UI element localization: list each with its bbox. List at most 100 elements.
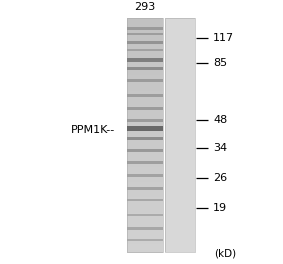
Bar (127, 87, 163, 89)
Bar (127, 34, 163, 36)
Bar (127, 185, 163, 187)
Bar (127, 213, 163, 215)
Bar (127, 161, 163, 163)
Bar (127, 177, 163, 179)
Bar (127, 45, 163, 46)
Bar (127, 74, 163, 76)
Bar (127, 178, 163, 180)
Bar (127, 52, 163, 54)
Bar (127, 243, 163, 244)
Bar (127, 98, 163, 99)
Bar (127, 173, 163, 177)
Bar (127, 197, 163, 199)
Bar (127, 110, 163, 112)
Bar (127, 148, 163, 152)
Bar (127, 164, 163, 166)
Text: 48: 48 (213, 115, 227, 125)
Bar (127, 29, 163, 30)
Bar (127, 205, 163, 207)
Bar (127, 79, 163, 81)
Bar (127, 108, 163, 110)
Bar (127, 248, 163, 250)
Bar (127, 237, 163, 238)
Bar (127, 37, 163, 38)
Bar (127, 44, 163, 45)
Bar (127, 119, 163, 121)
Bar (127, 189, 163, 191)
Bar (127, 33, 163, 35)
Bar (127, 18, 163, 252)
Bar (127, 199, 163, 201)
Text: 85: 85 (213, 58, 227, 68)
Text: 293: 293 (134, 2, 156, 12)
Bar (127, 27, 163, 29)
Bar (127, 227, 163, 229)
Bar (127, 186, 163, 190)
Bar (127, 157, 163, 159)
Bar (127, 80, 163, 82)
Bar (127, 65, 163, 67)
Bar (127, 26, 163, 30)
Bar (127, 154, 163, 155)
Bar (127, 251, 163, 252)
Bar (127, 216, 163, 217)
Bar (127, 226, 163, 228)
Bar (127, 141, 163, 143)
Bar (127, 150, 163, 152)
Bar (127, 92, 163, 93)
Bar (127, 83, 163, 85)
Bar (127, 250, 163, 251)
Bar (127, 89, 163, 91)
Bar (127, 225, 163, 227)
Bar (127, 196, 163, 197)
Bar (127, 77, 163, 78)
Bar (127, 159, 163, 161)
Bar (127, 245, 163, 247)
Bar (127, 234, 163, 236)
Bar (127, 58, 163, 59)
Bar (127, 175, 163, 176)
Bar (127, 162, 163, 164)
Bar (127, 64, 163, 65)
Bar (127, 156, 163, 158)
Bar (127, 223, 163, 224)
Bar (127, 103, 163, 105)
Bar (127, 67, 163, 69)
Bar (127, 142, 163, 144)
Text: 34: 34 (213, 143, 227, 153)
Bar (127, 144, 163, 146)
Bar (127, 134, 163, 135)
Bar (127, 30, 163, 31)
Bar (127, 116, 163, 118)
Bar (127, 149, 163, 151)
Bar (127, 41, 163, 43)
Bar (127, 186, 163, 188)
Bar (127, 130, 163, 132)
Bar (127, 91, 163, 92)
Bar (127, 169, 163, 171)
Bar (127, 170, 163, 172)
Bar (127, 81, 163, 83)
Bar (127, 171, 163, 173)
Bar (127, 219, 163, 221)
Bar (165, 18, 195, 252)
Bar (127, 232, 163, 234)
Bar (127, 82, 163, 84)
Bar (127, 194, 163, 195)
Text: 117: 117 (213, 33, 234, 43)
Text: 19: 19 (213, 203, 227, 213)
Bar (127, 117, 163, 119)
Bar (127, 229, 163, 230)
Bar (127, 202, 163, 203)
Bar (127, 124, 163, 126)
Bar (127, 218, 163, 220)
Bar (127, 50, 163, 51)
Bar (127, 54, 163, 56)
Bar (127, 212, 163, 214)
Bar (127, 199, 163, 201)
Bar (127, 56, 163, 58)
Text: 26: 26 (213, 173, 227, 183)
Bar (127, 236, 163, 237)
Bar (127, 36, 163, 37)
Bar (127, 96, 163, 98)
